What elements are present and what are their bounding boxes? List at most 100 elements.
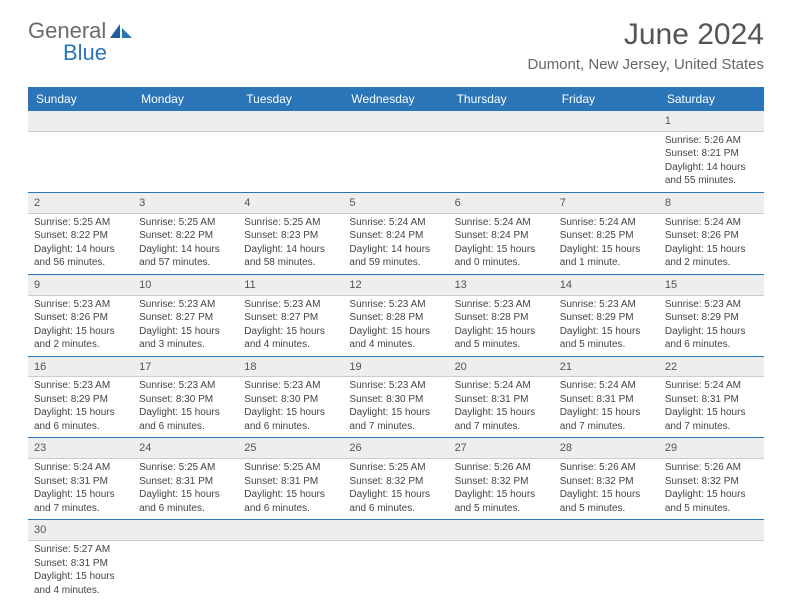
day-number-cell: 25 (238, 438, 343, 459)
day-number-cell: 11 (238, 274, 343, 295)
day-number-cell: 23 (28, 438, 133, 459)
daynum-row: 2345678 (28, 192, 764, 213)
day-number-cell: 2 (28, 192, 133, 213)
day-detail-cell (554, 541, 659, 602)
day-detail-cell: Sunrise: 5:23 AMSunset: 8:28 PMDaylight:… (449, 295, 554, 356)
day-number-cell: 4 (238, 192, 343, 213)
day-number-cell (133, 520, 238, 541)
day-number-cell: 6 (449, 192, 554, 213)
day-detail-cell: Sunrise: 5:25 AMSunset: 8:22 PMDaylight:… (133, 213, 238, 274)
day-detail-cell (133, 131, 238, 192)
day-number-cell: 10 (133, 274, 238, 295)
day-detail-cell: Sunrise: 5:23 AMSunset: 8:30 PMDaylight:… (343, 377, 448, 438)
day-detail-cell (28, 131, 133, 192)
day-detail-cell: Sunrise: 5:24 AMSunset: 8:31 PMDaylight:… (659, 377, 764, 438)
day-header: Thursday (449, 87, 554, 111)
day-detail-cell: Sunrise: 5:24 AMSunset: 8:24 PMDaylight:… (449, 213, 554, 274)
day-detail-cell: Sunrise: 5:26 AMSunset: 8:32 PMDaylight:… (449, 459, 554, 520)
day-detail-cell: Sunrise: 5:24 AMSunset: 8:31 PMDaylight:… (554, 377, 659, 438)
day-number-cell (343, 520, 448, 541)
day-number-cell: 13 (449, 274, 554, 295)
day-number-cell (133, 111, 238, 131)
calendar-body: 1 Sunrise: 5:26 AMSunset: 8:21 PMDayligh… (28, 111, 764, 601)
day-number-cell: 3 (133, 192, 238, 213)
day-detail-cell: Sunrise: 5:23 AMSunset: 8:29 PMDaylight:… (554, 295, 659, 356)
month-title: June 2024 (528, 18, 764, 52)
day-detail-cell: Sunrise: 5:26 AMSunset: 8:32 PMDaylight:… (554, 459, 659, 520)
day-number-cell (659, 520, 764, 541)
detail-row: Sunrise: 5:25 AMSunset: 8:22 PMDaylight:… (28, 213, 764, 274)
day-header: Saturday (659, 87, 764, 111)
detail-row: Sunrise: 5:23 AMSunset: 8:26 PMDaylight:… (28, 295, 764, 356)
day-number-cell: 19 (343, 356, 448, 377)
day-detail-cell (238, 541, 343, 602)
day-detail-cell: Sunrise: 5:23 AMSunset: 8:29 PMDaylight:… (28, 377, 133, 438)
day-header: Sunday (28, 87, 133, 111)
day-detail-cell (449, 131, 554, 192)
day-number-cell (238, 111, 343, 131)
day-detail-cell (238, 131, 343, 192)
calendar-header-row: SundayMondayTuesdayWednesdayThursdayFrid… (28, 87, 764, 111)
day-number-cell: 8 (659, 192, 764, 213)
day-detail-cell (133, 541, 238, 602)
day-detail-cell: Sunrise: 5:25 AMSunset: 8:31 PMDaylight:… (238, 459, 343, 520)
day-detail-cell: Sunrise: 5:23 AMSunset: 8:28 PMDaylight:… (343, 295, 448, 356)
location: Dumont, New Jersey, United States (528, 56, 764, 73)
calendar-table: SundayMondayTuesdayWednesdayThursdayFrid… (28, 87, 764, 601)
day-number-cell (238, 520, 343, 541)
day-number-cell: 24 (133, 438, 238, 459)
day-number-cell: 28 (554, 438, 659, 459)
day-number-cell: 14 (554, 274, 659, 295)
day-detail-cell (659, 541, 764, 602)
daynum-row: 9101112131415 (28, 274, 764, 295)
day-number-cell: 18 (238, 356, 343, 377)
day-header: Tuesday (238, 87, 343, 111)
day-number-cell (449, 111, 554, 131)
day-detail-cell: Sunrise: 5:25 AMSunset: 8:32 PMDaylight:… (343, 459, 448, 520)
day-detail-cell: Sunrise: 5:26 AMSunset: 8:32 PMDaylight:… (659, 459, 764, 520)
day-detail-cell: Sunrise: 5:25 AMSunset: 8:31 PMDaylight:… (133, 459, 238, 520)
day-number-cell: 15 (659, 274, 764, 295)
day-number-cell: 26 (343, 438, 448, 459)
day-detail-cell (449, 541, 554, 602)
day-number-cell (554, 111, 659, 131)
day-header: Monday (133, 87, 238, 111)
day-number-cell: 27 (449, 438, 554, 459)
day-detail-cell (554, 131, 659, 192)
daynum-row: 30 (28, 520, 764, 541)
day-number-cell: 29 (659, 438, 764, 459)
day-detail-cell: Sunrise: 5:23 AMSunset: 8:27 PMDaylight:… (238, 295, 343, 356)
day-number-cell: 9 (28, 274, 133, 295)
day-detail-cell: Sunrise: 5:24 AMSunset: 8:24 PMDaylight:… (343, 213, 448, 274)
day-number-cell (28, 111, 133, 131)
daynum-row: 23242526272829 (28, 438, 764, 459)
day-number-cell: 5 (343, 192, 448, 213)
day-header: Friday (554, 87, 659, 111)
day-detail-cell: Sunrise: 5:24 AMSunset: 8:26 PMDaylight:… (659, 213, 764, 274)
day-detail-cell: Sunrise: 5:23 AMSunset: 8:29 PMDaylight:… (659, 295, 764, 356)
day-detail-cell (343, 131, 448, 192)
day-detail-cell: Sunrise: 5:24 AMSunset: 8:25 PMDaylight:… (554, 213, 659, 274)
detail-row: Sunrise: 5:27 AMSunset: 8:31 PMDaylight:… (28, 541, 764, 602)
detail-row: Sunrise: 5:24 AMSunset: 8:31 PMDaylight:… (28, 459, 764, 520)
day-number-cell: 16 (28, 356, 133, 377)
day-detail-cell: Sunrise: 5:27 AMSunset: 8:31 PMDaylight:… (28, 541, 133, 602)
day-detail-cell (343, 541, 448, 602)
day-number-cell: 21 (554, 356, 659, 377)
day-number-cell: 12 (343, 274, 448, 295)
detail-row: Sunrise: 5:23 AMSunset: 8:29 PMDaylight:… (28, 377, 764, 438)
day-number-cell: 20 (449, 356, 554, 377)
day-detail-cell: Sunrise: 5:25 AMSunset: 8:22 PMDaylight:… (28, 213, 133, 274)
day-number-cell: 17 (133, 356, 238, 377)
daynum-row: 1 (28, 111, 764, 131)
logo-sail-icon (108, 22, 134, 40)
day-detail-cell: Sunrise: 5:23 AMSunset: 8:30 PMDaylight:… (133, 377, 238, 438)
daynum-row: 16171819202122 (28, 356, 764, 377)
day-detail-cell: Sunrise: 5:24 AMSunset: 8:31 PMDaylight:… (449, 377, 554, 438)
day-detail-cell: Sunrise: 5:26 AMSunset: 8:21 PMDaylight:… (659, 131, 764, 192)
day-number-cell (554, 520, 659, 541)
day-detail-cell: Sunrise: 5:24 AMSunset: 8:31 PMDaylight:… (28, 459, 133, 520)
detail-row: Sunrise: 5:26 AMSunset: 8:21 PMDaylight:… (28, 131, 764, 192)
day-number-cell: 7 (554, 192, 659, 213)
day-header: Wednesday (343, 87, 448, 111)
